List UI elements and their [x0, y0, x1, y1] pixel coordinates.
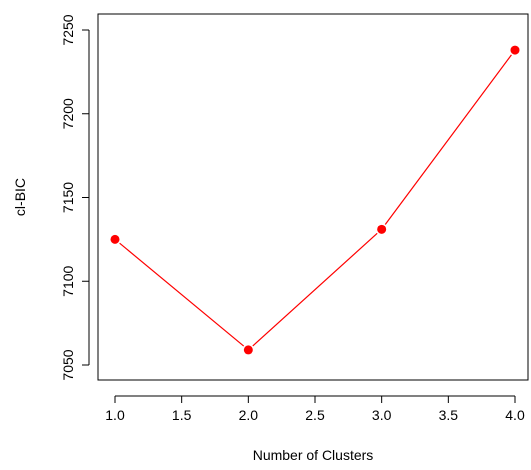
series-line-segment	[119, 242, 245, 347]
data-point	[110, 234, 120, 244]
y-tick-label: 7250	[60, 14, 76, 45]
x-tick-label: 4.0	[505, 407, 525, 423]
y-tick-label: 7200	[60, 98, 76, 129]
series-layer	[110, 45, 520, 355]
x-axis: 1.0 1.5 2.0 2.5 3.0 3.5 4.0	[105, 395, 525, 423]
x-tick-label: 2.0	[239, 407, 259, 423]
y-tick-label: 7100	[60, 265, 76, 296]
data-point	[377, 224, 387, 234]
x-tick-label: 1.5	[172, 407, 192, 423]
x-axis-title: Number of Clusters	[253, 447, 374, 463]
series-line-segment	[384, 54, 512, 225]
plot-frame	[97, 13, 529, 381]
x-tick-label: 1.0	[105, 407, 125, 423]
x-tick-label: 2.5	[305, 407, 325, 423]
y-tick-label: 7150	[60, 182, 76, 213]
data-point	[510, 45, 520, 55]
y-axis-title: cl-BIC	[12, 178, 28, 216]
series-line-segment	[252, 232, 378, 347]
x-tick-label: 3.0	[372, 407, 392, 423]
y-axis: 7050 7100 7150 7200 7250	[60, 14, 90, 381]
x-tick-label: 3.5	[439, 407, 459, 423]
y-tick-label: 7050	[60, 349, 76, 380]
data-point	[243, 345, 253, 355]
